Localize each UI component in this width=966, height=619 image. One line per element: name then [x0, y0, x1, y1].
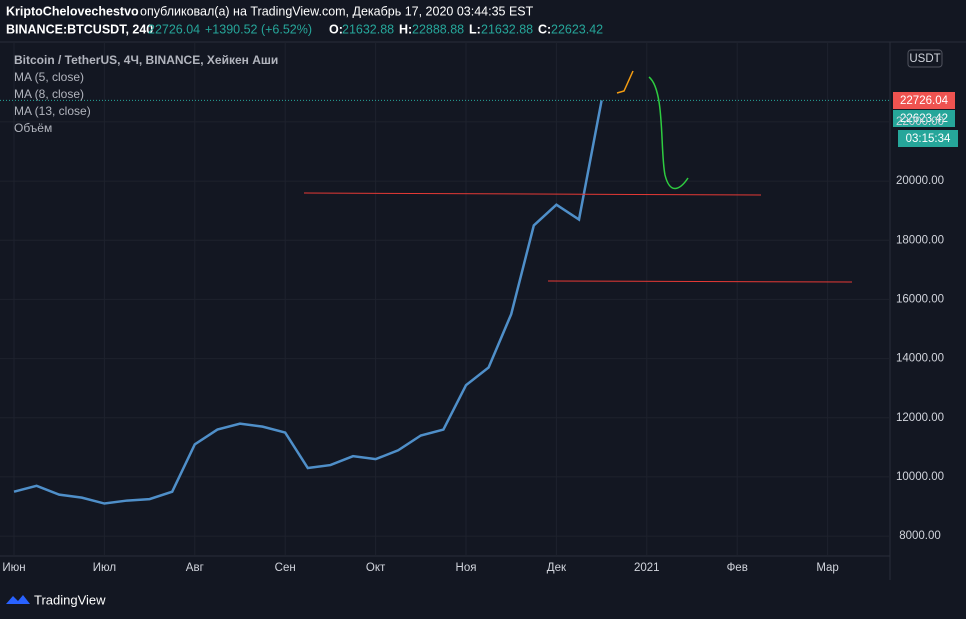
plot: Июн Июл Авг Сен Окт Ноя Дек 2021 Фев Мар: [0, 42, 890, 574]
y-tick-label: 12000.00: [896, 412, 944, 424]
y-tick-label: 8000.00: [899, 530, 941, 542]
legend-ma: MA (13, close): [14, 104, 91, 118]
l: 21632.88: [481, 22, 533, 36]
o: 21632.88: [342, 22, 394, 36]
x-tick-label: Фев: [727, 562, 748, 574]
h-label: H:: [399, 22, 412, 36]
price-badge: [893, 92, 955, 109]
timer-label: 03:15:34: [906, 133, 951, 145]
x-tick-label: Авг: [186, 562, 204, 574]
currency-badge[interactable]: [907, 49, 943, 68]
l-label: L:: [469, 22, 481, 36]
drawn-line: [547, 280, 853, 283]
o-label: O:: [329, 22, 343, 36]
timer-badge: [898, 130, 958, 147]
c-label: C:: [538, 22, 551, 36]
drawn-path: [648, 76, 689, 190]
last: 22726.04: [148, 22, 200, 36]
legend-main: Bitcoin / TetherUS, 4Ч, BINANCE, Хейкен …: [14, 53, 278, 67]
legend-ma: MA (5, close): [14, 70, 84, 84]
x-tick-label: Окт: [366, 562, 386, 574]
x-tick-label: Сен: [275, 562, 296, 574]
drawn-path: [616, 70, 634, 94]
y-tick-label: 16000.00: [896, 293, 944, 305]
c: 22623.42: [551, 22, 603, 36]
y-tick-label: 18000.00: [896, 234, 944, 246]
x-tick-label: Ноя: [456, 562, 477, 574]
author: KriptoChelovechestvo: [6, 4, 139, 18]
currency: USDT: [909, 53, 940, 65]
drawn-line: [303, 192, 762, 196]
price-label: 22726.04: [900, 95, 949, 107]
footer-brand: TradingView: [34, 592, 106, 607]
price-line: [13, 100, 603, 505]
y-tick-label: 10000.00: [896, 471, 944, 483]
x-tick-label: Дек: [547, 562, 567, 574]
logo: [6, 595, 30, 604]
y-tick-label: 22000.00: [896, 116, 944, 128]
x-tick-label: Мар: [816, 562, 839, 574]
price-badge: [893, 110, 955, 127]
x-tick-label: 2021: [634, 562, 660, 574]
h: 22888.88: [412, 22, 464, 36]
x-tick-label: Июл: [93, 562, 116, 574]
legend-volume: Объём: [14, 121, 52, 135]
symbol: BINANCE:BTCUSDT, 240: [6, 22, 153, 36]
x-tick-label: Июн: [2, 562, 25, 574]
y-tick-label: 14000.00: [896, 353, 944, 365]
published: опубликовал(а) на TradingView.com, Декаб…: [140, 4, 534, 18]
price-label: 22623.42: [900, 113, 948, 125]
change: +1390.52 (+6.52%): [205, 22, 312, 36]
y-tick-label: 20000.00: [896, 175, 944, 187]
legend-ma: MA (8, close): [14, 87, 84, 101]
